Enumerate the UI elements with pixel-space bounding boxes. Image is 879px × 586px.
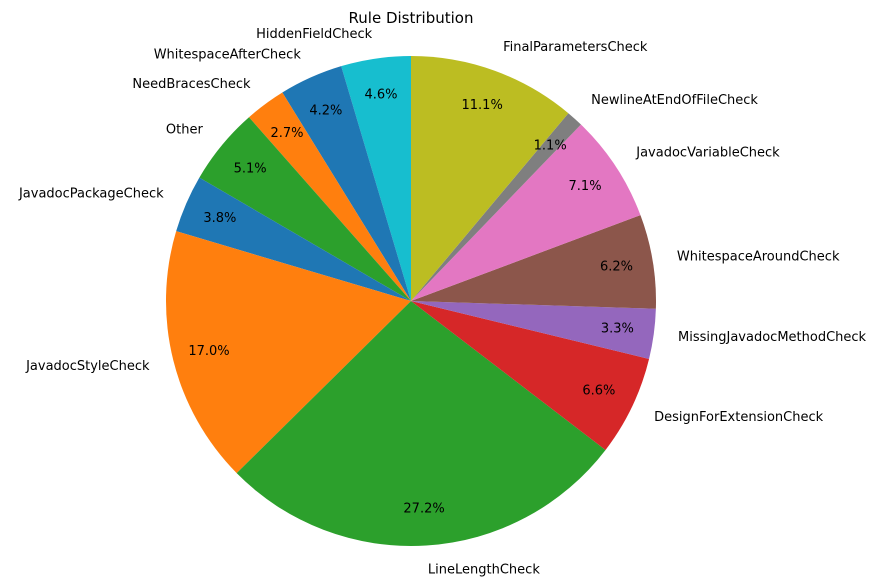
- slice-label: WhitespaceAfterCheck: [154, 48, 302, 63]
- slice-label: DesignForExtensionCheck: [654, 410, 823, 425]
- slice-percentage: 3.3%: [601, 322, 634, 337]
- pie-slice-final-parameters-check: [411, 56, 569, 301]
- pie-slices: [166, 56, 656, 546]
- pie-slice-whitespace-around-check: [411, 215, 656, 309]
- slice-label: WhitespaceAroundCheck: [677, 250, 840, 265]
- slice-percentage: 1.1%: [534, 139, 567, 154]
- slice-label: JavadocVariableCheck: [635, 146, 780, 161]
- slice-percentage: 11.1%: [462, 98, 503, 113]
- slice-percentage: 7.1%: [569, 179, 602, 194]
- slice-percentage: 17.0%: [188, 344, 229, 359]
- slice-percentage: 3.8%: [203, 211, 236, 226]
- pie-slice-missing-javadoc-method-check: [411, 301, 656, 359]
- slice-percentage: 4.6%: [364, 87, 397, 102]
- slice-percentage: 6.2%: [600, 260, 633, 275]
- pie-labels: HiddenFieldCheck 4.6% WhitespaceAfterCheck…: [18, 27, 867, 578]
- slice-label: JavadocPackageCheck: [18, 186, 164, 201]
- slice-label: NeedBracesCheck: [132, 77, 251, 92]
- pie-slice-line-length-check: [236, 301, 606, 546]
- chart-title: Rule Distribution: [349, 9, 474, 27]
- slice-label: LineLengthCheck: [428, 562, 540, 577]
- pie-slice-javadoc-variable-check: [411, 124, 641, 301]
- slice-label: JavadocStyleCheck: [25, 359, 150, 374]
- pie-slice-hidden-field-check: [341, 56, 411, 301]
- slice-percentage: 4.2%: [309, 103, 342, 118]
- slice-percentage: 6.6%: [582, 383, 615, 398]
- pie-slice-need-braces-check: [248, 92, 411, 302]
- pie-slice-whitespace-after-check: [282, 66, 411, 301]
- pie-slice-other: [199, 117, 411, 302]
- slice-percentage: 5.1%: [234, 161, 267, 176]
- pie-slice-design-for-extension-check: [411, 301, 650, 450]
- slice-label: MissingJavadocMethodCheck: [678, 330, 867, 345]
- pie-slice-javadoc-package-check: [176, 177, 411, 301]
- pie-slice-javadoc-style-check: [166, 231, 411, 474]
- slice-percentage: 27.2%: [403, 501, 444, 516]
- slice-label: FinalParametersCheck: [503, 40, 648, 55]
- slice-percentage: 2.7%: [270, 126, 303, 141]
- slice-label: HiddenFieldCheck: [256, 27, 373, 42]
- pie-slice-newline-at-end-of-file-check: [411, 113, 581, 301]
- slice-label: Other: [166, 122, 204, 137]
- slice-label: NewlineAtEndOfFileCheck: [591, 93, 758, 108]
